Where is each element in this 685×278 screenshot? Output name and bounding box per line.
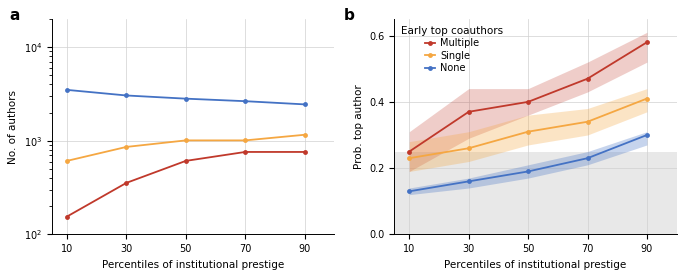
None — [405, 190, 413, 193]
Y-axis label: No. of authors: No. of authors — [8, 90, 18, 164]
X-axis label: Percentiles of institutional prestige: Percentiles of institutional prestige — [102, 260, 284, 270]
Multiple — [643, 41, 651, 44]
Text: b: b — [344, 8, 355, 23]
Legend: Multiple, Single, None: Multiple, Single, None — [399, 24, 506, 75]
Single — [584, 120, 592, 123]
Y-axis label: Prob. top author: Prob. top author — [353, 84, 364, 169]
Multiple — [584, 77, 592, 80]
None — [464, 180, 473, 183]
Single — [464, 147, 473, 150]
Single — [405, 157, 413, 160]
Line: Single: Single — [407, 96, 649, 161]
None — [643, 133, 651, 137]
Text: a: a — [10, 8, 20, 23]
Multiple — [464, 110, 473, 113]
Multiple — [405, 150, 413, 153]
None — [524, 170, 532, 173]
Single — [643, 97, 651, 100]
Line: Multiple: Multiple — [407, 40, 649, 154]
X-axis label: Percentiles of institutional prestige: Percentiles of institutional prestige — [445, 260, 627, 270]
Single — [524, 130, 532, 133]
Line: None: None — [407, 133, 649, 194]
Bar — [395, 152, 677, 234]
Multiple — [524, 100, 532, 103]
None — [584, 157, 592, 160]
